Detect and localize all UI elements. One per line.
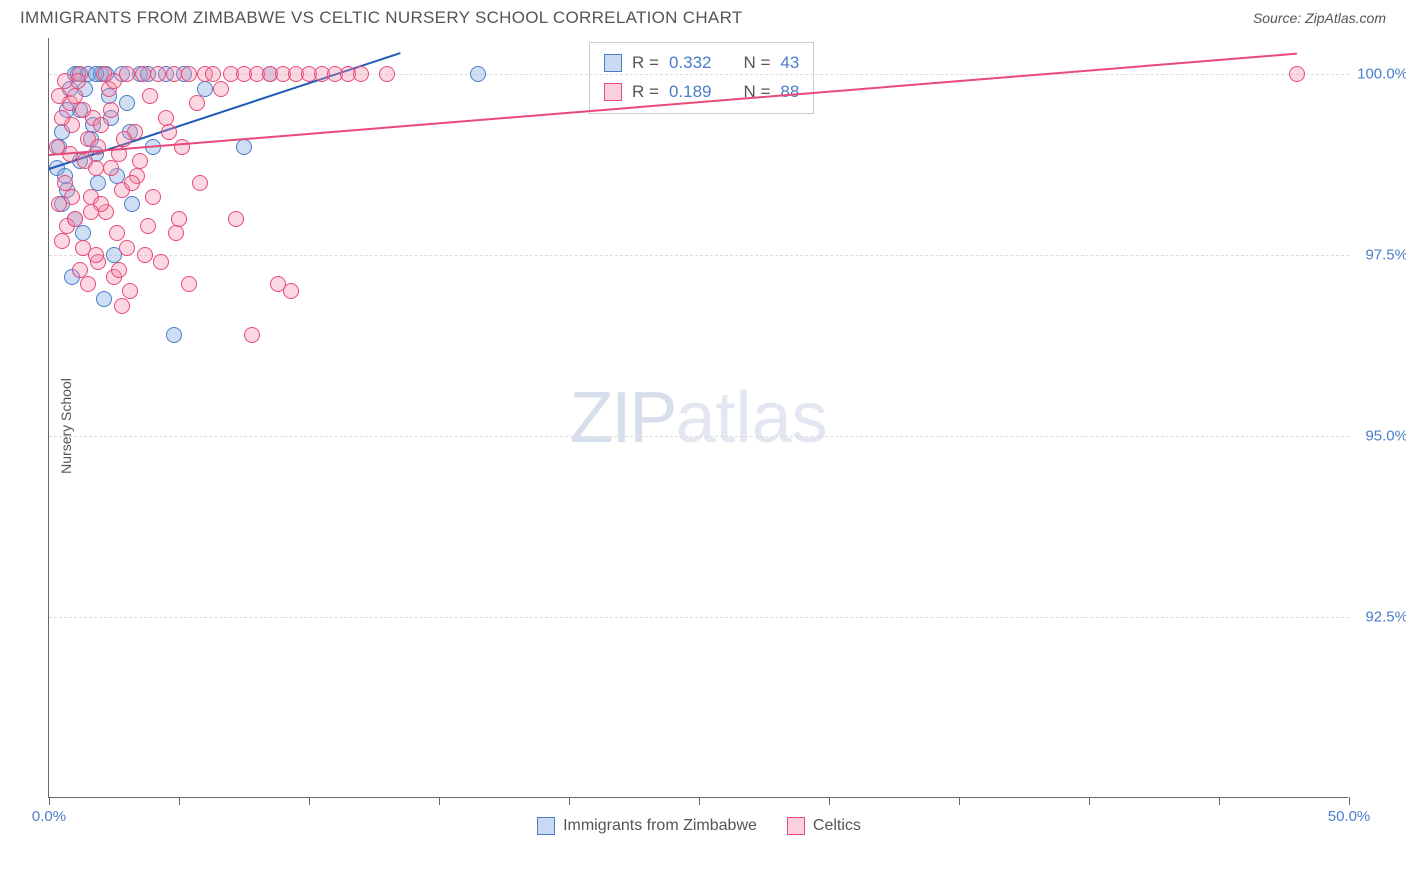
data-point — [189, 95, 205, 111]
n-label: N = — [743, 78, 770, 107]
x-tick-label: 50.0% — [1328, 808, 1371, 825]
data-point — [77, 153, 93, 169]
bottom-legend: Immigrants from Zimbabwe Celtics — [49, 817, 1349, 835]
swatch-pink-icon — [787, 817, 805, 835]
data-point — [353, 66, 369, 82]
data-point — [161, 124, 177, 140]
watermark-atlas: atlas — [675, 378, 827, 458]
x-tick — [699, 797, 700, 805]
data-point — [166, 66, 182, 82]
data-point — [181, 276, 197, 292]
plot-area: ZIPatlas R = 0.332 N = 43 R = 0.189 N = … — [48, 38, 1348, 798]
data-point — [228, 211, 244, 227]
legend-item-1: Immigrants from Zimbabwe — [537, 817, 757, 835]
data-point — [150, 66, 166, 82]
x-tick — [959, 797, 960, 805]
x-tick — [439, 797, 440, 805]
data-point — [122, 283, 138, 299]
x-tick — [569, 797, 570, 805]
data-point — [119, 240, 135, 256]
chart-header: IMMIGRANTS FROM ZIMBABWE VS CELTIC NURSE… — [0, 0, 1406, 32]
data-point — [153, 254, 169, 270]
data-point — [75, 102, 91, 118]
y-tick-label: 100.0% — [1357, 66, 1406, 83]
data-point — [158, 110, 174, 126]
watermark: ZIPatlas — [569, 377, 827, 459]
data-point — [67, 211, 83, 227]
y-tick-label: 95.0% — [1365, 428, 1406, 445]
chart-title: IMMIGRANTS FROM ZIMBABWE VS CELTIC NURSE… — [20, 8, 743, 28]
x-tick — [1349, 797, 1350, 805]
data-point — [116, 131, 132, 147]
data-point — [124, 196, 140, 212]
data-point — [168, 225, 184, 241]
data-point — [137, 247, 153, 263]
data-point — [379, 66, 395, 82]
swatch-pink-icon — [604, 83, 622, 101]
x-tick — [829, 797, 830, 805]
x-tick — [179, 797, 180, 805]
y-tick-label: 97.5% — [1365, 247, 1406, 264]
data-point — [51, 88, 67, 104]
data-point — [132, 153, 148, 169]
data-point — [103, 102, 119, 118]
gridline — [49, 255, 1349, 256]
y-tick-label: 92.5% — [1365, 609, 1406, 626]
data-point — [124, 175, 140, 191]
data-point — [109, 225, 125, 241]
x-tick — [1089, 797, 1090, 805]
gridline — [49, 617, 1349, 618]
data-point — [80, 276, 96, 292]
data-point — [90, 175, 106, 191]
data-point — [106, 73, 122, 89]
data-point — [192, 175, 208, 191]
source-attribution: Source: ZipAtlas.com — [1253, 10, 1386, 26]
x-tick — [1219, 797, 1220, 805]
x-tick-label: 0.0% — [32, 808, 66, 825]
data-point — [181, 66, 197, 82]
data-point — [111, 262, 127, 278]
data-point — [213, 81, 229, 97]
data-point — [88, 247, 104, 263]
data-point — [171, 211, 187, 227]
data-point — [145, 189, 161, 205]
data-point — [140, 218, 156, 234]
data-point — [54, 110, 70, 126]
data-point — [135, 66, 151, 82]
data-point — [103, 160, 119, 176]
legend-label-2: Celtics — [813, 817, 861, 835]
x-tick — [309, 797, 310, 805]
legend-label-1: Immigrants from Zimbabwe — [563, 817, 757, 835]
data-point — [283, 283, 299, 299]
data-point — [197, 81, 213, 97]
gridline — [49, 436, 1349, 437]
data-point — [64, 189, 80, 205]
r-label: R = — [632, 78, 659, 107]
data-point — [83, 204, 99, 220]
watermark-zip: ZIP — [569, 378, 675, 458]
data-point — [114, 298, 130, 314]
chart-container: Nursery School ZIPatlas R = 0.332 N = 43… — [48, 38, 1388, 818]
data-point — [174, 139, 190, 155]
legend-item-2: Celtics — [787, 817, 861, 835]
data-point — [119, 95, 135, 111]
data-point — [54, 233, 70, 249]
data-point — [72, 262, 88, 278]
data-point — [142, 88, 158, 104]
swatch-blue-icon — [604, 54, 622, 72]
data-point — [470, 66, 486, 82]
x-tick — [49, 797, 50, 805]
data-point — [1289, 66, 1305, 82]
data-point — [93, 117, 109, 133]
data-point — [236, 139, 252, 155]
data-point — [166, 327, 182, 343]
data-point — [244, 327, 260, 343]
data-point — [96, 291, 112, 307]
swatch-blue-icon — [537, 817, 555, 835]
